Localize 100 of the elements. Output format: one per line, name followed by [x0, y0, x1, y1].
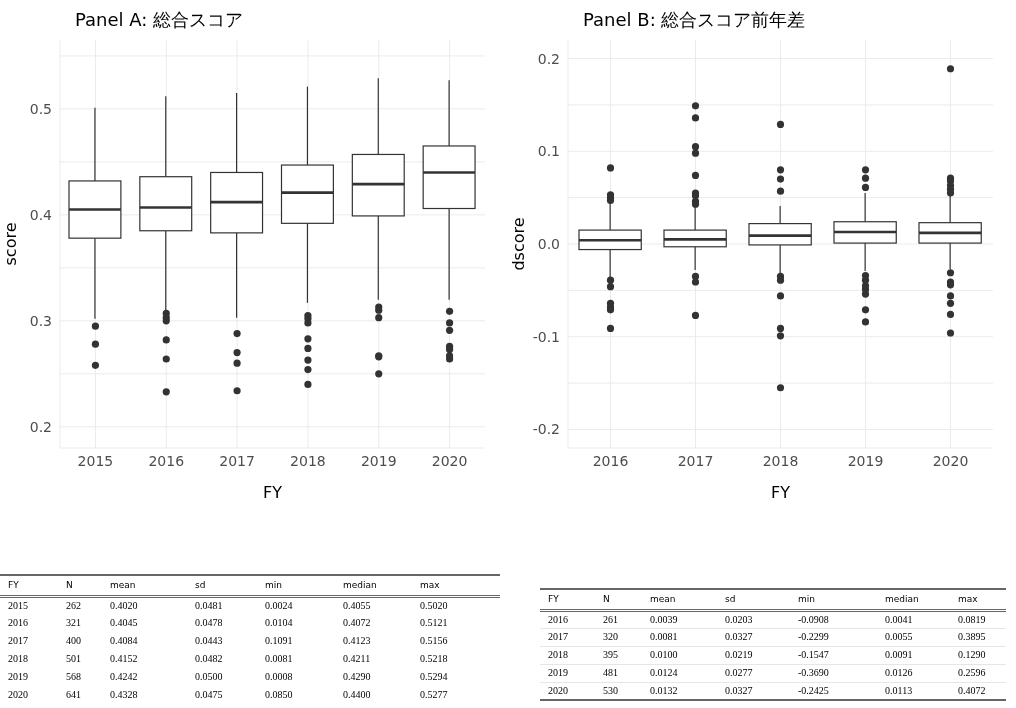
chart-title: Panel B: 総合スコア前年差	[583, 8, 806, 32]
text: mean	[649, 593, 677, 607]
text: 0.0500	[194, 670, 224, 684]
text: 0.5218	[419, 652, 449, 666]
text: 0.0482	[194, 652, 224, 666]
text: 395	[602, 648, 619, 662]
x-tick-label: 2018	[762, 452, 799, 469]
x-axis-title: FY	[771, 483, 791, 502]
text: 0.0475	[194, 688, 224, 702]
text: 0.0277	[724, 666, 754, 680]
text: 0.5294	[419, 670, 449, 684]
x-tick-label: 2019	[847, 452, 884, 469]
text: 262	[65, 598, 82, 613]
text: median	[884, 593, 920, 607]
text: mean	[109, 579, 137, 593]
text: 2016	[547, 612, 569, 627]
text: 0.0481	[194, 598, 224, 613]
text: 0.0219	[724, 648, 754, 662]
text: 530	[602, 683, 619, 698]
x-tick-label: 2018	[290, 452, 326, 469]
text: 0.0819	[957, 612, 987, 627]
y-tick-label: 0.0	[537, 235, 560, 252]
text: 0.4072	[957, 683, 987, 698]
text: 501	[65, 652, 82, 666]
text: 0.5121	[419, 616, 449, 630]
text: N	[65, 579, 74, 593]
y-tick-label: 0.2	[537, 50, 560, 67]
text: 0.0024	[264, 598, 294, 613]
text: 320	[602, 630, 619, 644]
text: 0.0055	[884, 630, 914, 644]
x-tick-label: 2015	[77, 452, 114, 469]
text: sd	[194, 579, 207, 593]
y-tick-label: -0.2	[532, 421, 560, 438]
text: 400	[65, 634, 82, 648]
text: 568	[65, 670, 82, 684]
text: 0.4020	[109, 598, 139, 613]
text: 0.4242	[109, 670, 139, 684]
text: -0.1547	[797, 648, 830, 662]
text: max	[419, 579, 441, 593]
text: FY	[7, 579, 20, 593]
text: 0.0327	[724, 630, 754, 644]
text: 0.4045	[109, 616, 139, 630]
text: 0.4084	[109, 634, 139, 648]
text: 0.0850	[264, 688, 294, 702]
text: 2017	[547, 630, 569, 644]
y-tick-label: 0.4	[29, 206, 53, 223]
text: FY	[547, 593, 560, 607]
text: 0.0100	[649, 648, 679, 662]
text: 2018	[7, 652, 29, 666]
text: 0.3895	[957, 630, 987, 644]
text: 2020	[547, 683, 569, 698]
chart-title: Panel A: 総合スコア	[75, 8, 244, 32]
text: 0.0041	[884, 612, 914, 627]
x-tick-label: 2019	[360, 452, 397, 469]
text: 641	[65, 688, 82, 702]
text: 0.4072	[342, 616, 372, 630]
text: 0.2596	[957, 666, 987, 680]
x-axis-title: FY	[263, 483, 283, 502]
text: 0.0203	[724, 612, 754, 627]
text: -0.2299	[797, 630, 830, 644]
text: 2018	[547, 648, 569, 662]
text: 0.0126	[884, 666, 914, 680]
y-tick-label: 0.2	[29, 418, 52, 435]
x-tick-label: 2016	[148, 452, 185, 469]
text: 0.0008	[264, 670, 294, 684]
text: 2015	[7, 598, 29, 613]
y-axis-title: score	[0, 222, 20, 266]
x-tick-label: 2016	[592, 452, 629, 469]
text: 481	[602, 666, 619, 680]
text: 0.0443	[194, 634, 224, 648]
text: 0.5277	[419, 688, 449, 702]
text: 2020	[7, 688, 29, 702]
text: sd	[724, 593, 737, 607]
text: 0.5020	[419, 598, 449, 613]
text: N	[602, 593, 611, 607]
x-tick-label: 2017	[677, 452, 714, 469]
text: 0.4211	[342, 652, 372, 666]
x-tick-label: 2020	[932, 452, 969, 469]
y-tick-label: 0.3	[29, 312, 52, 329]
y-axis-title: dscore	[508, 217, 528, 271]
text: 0.0124	[649, 666, 679, 680]
text: 0.1091	[264, 634, 294, 648]
text: median	[342, 579, 378, 593]
x-tick-label: 2020	[431, 452, 468, 469]
text: 0.4290	[342, 670, 372, 684]
text: 0.0081	[264, 652, 294, 666]
text: 0.4328	[109, 688, 139, 702]
text: -0.2425	[797, 683, 830, 698]
y-tick-label: -0.1	[532, 328, 560, 345]
y-tick-label: 0.5	[29, 100, 52, 117]
text: 0.5156	[419, 634, 449, 648]
text: min	[264, 579, 283, 593]
text: 0.0039	[649, 612, 679, 627]
text: 0.0113	[884, 683, 914, 698]
text: 0.4123	[342, 634, 372, 648]
text: max	[957, 593, 979, 607]
text: 2017	[7, 634, 29, 648]
text: 2016	[7, 616, 29, 630]
text: 0.0104	[264, 616, 294, 630]
text: 0.1290	[957, 648, 987, 662]
